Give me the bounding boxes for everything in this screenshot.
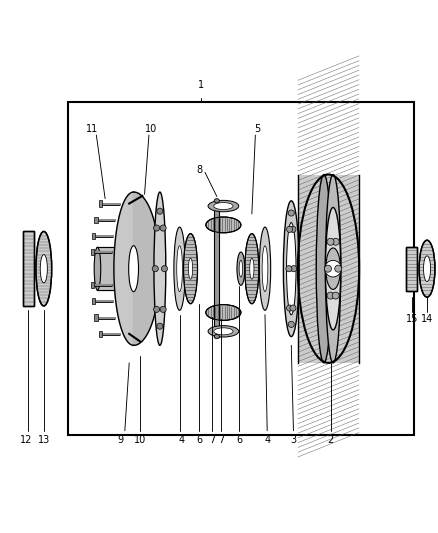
- Circle shape: [152, 265, 158, 272]
- Text: 7: 7: [218, 434, 224, 445]
- Text: 10: 10: [134, 434, 146, 445]
- Text: 9: 9: [117, 434, 124, 445]
- Ellipse shape: [206, 304, 241, 320]
- Bar: [406, 247, 417, 290]
- Text: 4: 4: [179, 434, 185, 445]
- Ellipse shape: [208, 200, 239, 212]
- Circle shape: [290, 305, 296, 311]
- Ellipse shape: [36, 231, 52, 306]
- Ellipse shape: [259, 227, 271, 310]
- Bar: [23, 231, 34, 306]
- Ellipse shape: [245, 233, 259, 304]
- Text: 1: 1: [198, 80, 205, 90]
- Ellipse shape: [206, 217, 241, 233]
- Text: 15: 15: [406, 314, 418, 324]
- Text: 10: 10: [145, 124, 157, 134]
- Ellipse shape: [286, 222, 296, 315]
- Ellipse shape: [316, 174, 332, 363]
- Circle shape: [325, 265, 332, 272]
- Bar: [94, 217, 98, 223]
- Text: 14: 14: [421, 314, 433, 324]
- Circle shape: [160, 225, 166, 231]
- Bar: [92, 233, 95, 239]
- Text: 3: 3: [290, 434, 297, 445]
- Bar: [406, 247, 417, 290]
- Circle shape: [290, 227, 296, 232]
- Polygon shape: [114, 192, 134, 345]
- Circle shape: [160, 306, 166, 312]
- Ellipse shape: [214, 203, 233, 209]
- Text: 4: 4: [264, 434, 270, 445]
- Circle shape: [332, 292, 339, 299]
- Circle shape: [290, 265, 297, 272]
- Text: 6: 6: [236, 434, 242, 445]
- Ellipse shape: [214, 199, 219, 203]
- Ellipse shape: [174, 227, 185, 310]
- Ellipse shape: [250, 258, 254, 279]
- Circle shape: [288, 210, 294, 216]
- Ellipse shape: [326, 248, 340, 289]
- Ellipse shape: [262, 246, 268, 292]
- Ellipse shape: [424, 256, 431, 281]
- Bar: [92, 298, 95, 304]
- Ellipse shape: [239, 260, 243, 277]
- Text: 8: 8: [196, 165, 202, 175]
- Ellipse shape: [325, 207, 341, 330]
- Polygon shape: [298, 174, 359, 363]
- Ellipse shape: [283, 201, 299, 336]
- Ellipse shape: [184, 233, 198, 304]
- Circle shape: [332, 238, 339, 245]
- Ellipse shape: [129, 246, 138, 292]
- Text: 2: 2: [328, 434, 334, 445]
- Ellipse shape: [188, 258, 193, 279]
- Bar: [91, 282, 94, 288]
- Ellipse shape: [208, 326, 239, 337]
- Bar: [91, 249, 94, 255]
- Bar: [23, 231, 34, 306]
- Text: 11: 11: [86, 124, 98, 134]
- Circle shape: [286, 227, 293, 232]
- Text: 12: 12: [20, 434, 32, 445]
- Circle shape: [335, 265, 342, 272]
- Ellipse shape: [154, 192, 166, 345]
- Circle shape: [327, 238, 334, 245]
- Text: 6: 6: [196, 434, 202, 445]
- Ellipse shape: [214, 335, 219, 338]
- Ellipse shape: [94, 247, 101, 290]
- Circle shape: [157, 323, 163, 329]
- Circle shape: [327, 292, 334, 299]
- Bar: [214, 201, 219, 336]
- Circle shape: [154, 306, 160, 312]
- Ellipse shape: [177, 246, 182, 292]
- Bar: [94, 314, 98, 321]
- Bar: [68, 102, 414, 435]
- Circle shape: [288, 321, 294, 327]
- Ellipse shape: [419, 240, 435, 297]
- Polygon shape: [134, 192, 160, 345]
- Text: 7: 7: [209, 434, 215, 445]
- Ellipse shape: [214, 328, 233, 335]
- Bar: [99, 200, 102, 207]
- Ellipse shape: [325, 174, 341, 363]
- Ellipse shape: [40, 255, 47, 283]
- Circle shape: [286, 305, 293, 311]
- Bar: [99, 331, 102, 337]
- Circle shape: [154, 225, 160, 231]
- Circle shape: [161, 265, 167, 272]
- Ellipse shape: [237, 252, 245, 285]
- Text: 13: 13: [38, 434, 50, 445]
- Text: 5: 5: [254, 124, 261, 134]
- Circle shape: [157, 208, 163, 214]
- Circle shape: [325, 261, 341, 277]
- Polygon shape: [97, 247, 114, 290]
- Circle shape: [286, 265, 292, 272]
